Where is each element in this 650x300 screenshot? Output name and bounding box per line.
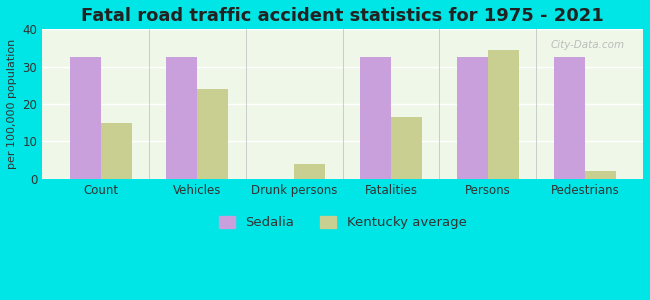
Bar (554, 57, 585, 178)
Bar (166, 57, 198, 178)
Legend: Sedalia, Kentucky average: Sedalia, Kentucky average (213, 211, 472, 235)
Bar (70, 57, 101, 178)
Y-axis label: per 100,000 population: per 100,000 population (7, 39, 17, 169)
Bar (198, 89, 228, 178)
Title: Fatal road traffic accident statistics for 1975 - 2021: Fatal road traffic accident statistics f… (81, 7, 604, 25)
Bar (101, 123, 131, 178)
Bar (488, 50, 519, 178)
Bar (585, 171, 616, 178)
Bar (360, 57, 391, 178)
Bar (457, 57, 488, 178)
Text: City-Data.com: City-Data.com (551, 40, 625, 50)
Bar (294, 164, 325, 178)
Bar (391, 117, 422, 178)
